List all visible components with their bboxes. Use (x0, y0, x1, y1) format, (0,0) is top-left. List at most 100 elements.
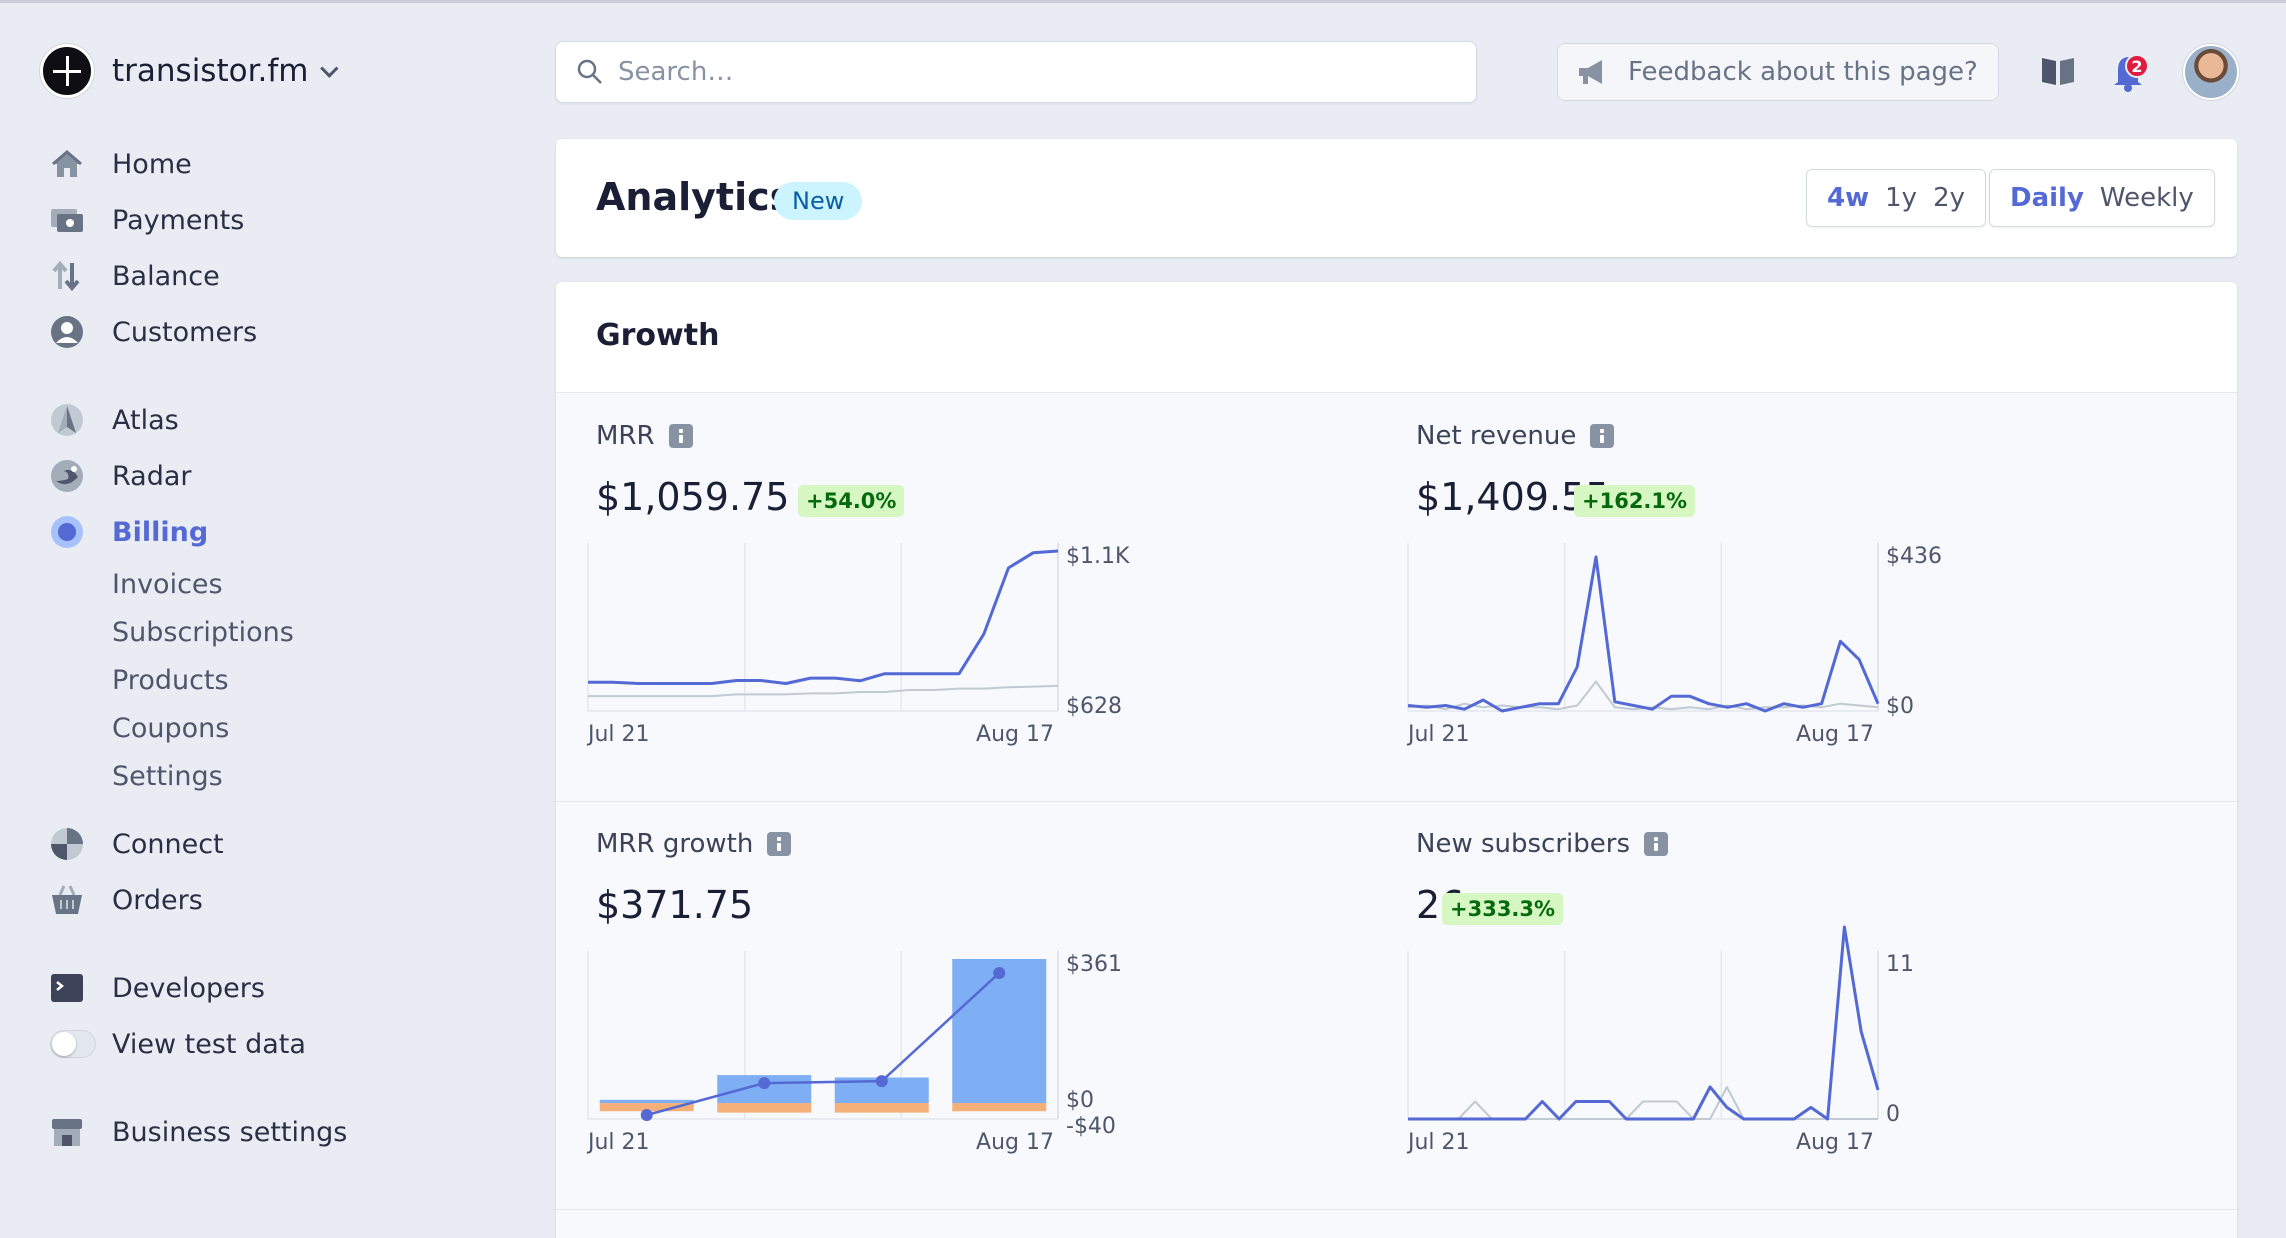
storefront-icon (50, 1115, 84, 1149)
feedback-button[interactable]: Feedback about this page? (1557, 43, 1999, 101)
bar-negative (834, 1103, 929, 1113)
x-tick-label: Aug 17 (976, 722, 1054, 747)
search-box[interactable] (555, 41, 1477, 103)
metric-new-subscribers[interactable]: New subscribers 26 +333.3% 11 0 Jul 21 Aug … (1376, 801, 2176, 1181)
sidebar-item-balance[interactable]: Balance (50, 254, 220, 298)
range-option-4w[interactable]: 4w (1827, 183, 1870, 213)
metric-title-text: MRR growth (596, 829, 754, 859)
user-avatar[interactable] (2183, 44, 2239, 100)
sidebar-subitem-invoices[interactable]: Invoices (112, 568, 223, 600)
new-badge: New (774, 182, 863, 220)
metric-mrr-growth[interactable]: MRR growth $371.75 $361 $0 -$40 Jul 21 Aug 1… (556, 801, 1356, 1181)
bar-positive (952, 959, 1047, 1104)
search-input[interactable] (618, 57, 1418, 87)
sidebar-item-radar[interactable]: Radar (50, 454, 192, 498)
sidebar-item-developers[interactable]: Developers (50, 966, 265, 1010)
metric-value: $371.75 (596, 883, 754, 927)
account-switcher[interactable]: transistor.fm (40, 44, 339, 98)
sidebar-item-label: Developers (112, 972, 265, 1004)
sidebar-subitem-products[interactable]: Products (112, 664, 229, 696)
bar-negative (599, 1103, 694, 1112)
megaphone-icon (1576, 57, 1610, 87)
sidebar: transistor.fm Home Payments Balance Cust… (0, 0, 540, 1238)
bar-negative (717, 1103, 812, 1113)
sidebar-item-label: View test data (112, 1028, 306, 1060)
sidebar-item-billing[interactable]: Billing (50, 510, 208, 554)
y-tick-label: $1.1K (1066, 544, 1130, 569)
sidebar-item-payments[interactable]: Payments (50, 198, 244, 242)
new-subscribers-chart[interactable]: 11 0 Jul 21 Aug 17 (1406, 925, 2178, 1155)
delta-badge: +333.3% (1442, 893, 1564, 925)
net-growth-point (875, 1075, 888, 1088)
row-divider (556, 801, 2237, 802)
sidebar-subitem-settings[interactable]: Settings (112, 760, 223, 792)
sidebar-item-label: Payments (112, 204, 245, 236)
info-icon[interactable] (1644, 832, 1668, 856)
y-tick-label: $0 (1886, 694, 1914, 719)
sidebar-item-customers[interactable]: Customers (50, 310, 257, 354)
sidebar-item-label: Orders (112, 884, 203, 916)
mrr-growth-chart[interactable]: $361 $0-$40 Jul 21 Aug 17 (586, 951, 1358, 1155)
x-tick-label: Jul 21 (586, 1130, 650, 1155)
range-option-2y[interactable]: 2y (1933, 183, 1965, 213)
info-icon[interactable] (767, 832, 792, 856)
y-tick-label: $436 (1886, 544, 1942, 569)
sidebar-item-atlas[interactable]: Atlas (50, 398, 179, 442)
sidebar-item-home[interactable]: Home (50, 142, 192, 186)
row-divider (556, 1209, 2237, 1210)
page-title: Analytics (596, 175, 793, 219)
radar-icon (50, 459, 84, 493)
metric-value: $1,059.75 (596, 475, 790, 519)
section-title: Growth (596, 318, 720, 353)
sidebar-item-orders[interactable]: Orders (50, 878, 203, 922)
sidebar-item-label: Balance (112, 260, 220, 292)
delta-badge: +162.1% (1574, 485, 1696, 517)
interval-option-daily[interactable]: Daily (2010, 183, 2084, 213)
x-tick-label: Aug 17 (976, 1130, 1054, 1155)
y-tick-label: $361 (1066, 952, 1122, 977)
sidebar-item-connect[interactable]: Connect (50, 822, 224, 866)
net-growth-point (993, 966, 1006, 979)
sidebar-subitem-subscriptions[interactable]: Subscriptions (112, 616, 294, 648)
sidebar-item-business-settings[interactable]: Business settings (50, 1110, 347, 1154)
comparison-line (1408, 1086, 1878, 1120)
series-line (1407, 555, 1880, 713)
metric-title: MRR (596, 421, 693, 451)
view-test-data-toggle[interactable]: View test data (50, 1022, 306, 1066)
analytics-header-card: Analytics New 4w 1y 2y Daily Weekly (556, 139, 2237, 257)
metric-title: Net revenue (1416, 421, 1615, 451)
brand-logo-icon (40, 44, 94, 98)
y-tick-label: $628 (1066, 694, 1122, 719)
growth-card: Growth MRR $1,059.75 +54.0% $1.1K $628 Jul… (556, 282, 2237, 1238)
metric-title: MRR growth (596, 829, 792, 859)
x-tick-label: Aug 17 (1796, 722, 1874, 747)
metric-title-text: New subscribers (1416, 829, 1630, 859)
toggle-switch[interactable] (50, 1030, 96, 1058)
info-icon[interactable] (1590, 424, 1615, 448)
series-line (1408, 925, 1880, 1121)
home-icon (50, 147, 84, 181)
x-tick-label: Jul 21 (586, 722, 650, 747)
comparison-line (588, 684, 1059, 698)
info-icon[interactable] (668, 424, 693, 448)
y-tick-label: $0 (1066, 1088, 1094, 1113)
metric-net-revenue[interactable]: Net revenue $1,409.55 +162.1% $436 $0 Jul … (1376, 393, 2176, 773)
interval-option-weekly[interactable]: Weekly (2099, 183, 2194, 213)
docs-book-icon[interactable] (2040, 55, 2076, 87)
billing-icon (50, 515, 84, 549)
series-line (588, 549, 1059, 685)
net-growth-point (640, 1109, 653, 1122)
metric-title: New subscribers (1416, 829, 1668, 859)
x-tick-label: Aug 17 (1796, 1130, 1874, 1155)
metric-mrr[interactable]: MRR $1,059.75 +54.0% $1.1K $628 Jul 21 Aug … (556, 393, 1356, 773)
range-selector: 4w 1y 2y (1806, 169, 1986, 227)
x-tick-label: Jul 21 (1406, 722, 1470, 747)
chevron-down-icon (320, 58, 339, 78)
sidebar-item-label: Customers (112, 316, 258, 348)
mrr-chart[interactable]: $1.1K $628 Jul 21 Aug 17 (586, 543, 1358, 747)
sidebar-subitem-coupons[interactable]: Coupons (112, 712, 230, 744)
net-revenue-chart[interactable]: $436 $0 Jul 21 Aug 17 (1406, 543, 2178, 747)
delta-badge: +54.0% (798, 485, 905, 517)
range-option-1y[interactable]: 1y (1885, 183, 1918, 213)
search-icon (576, 58, 604, 86)
